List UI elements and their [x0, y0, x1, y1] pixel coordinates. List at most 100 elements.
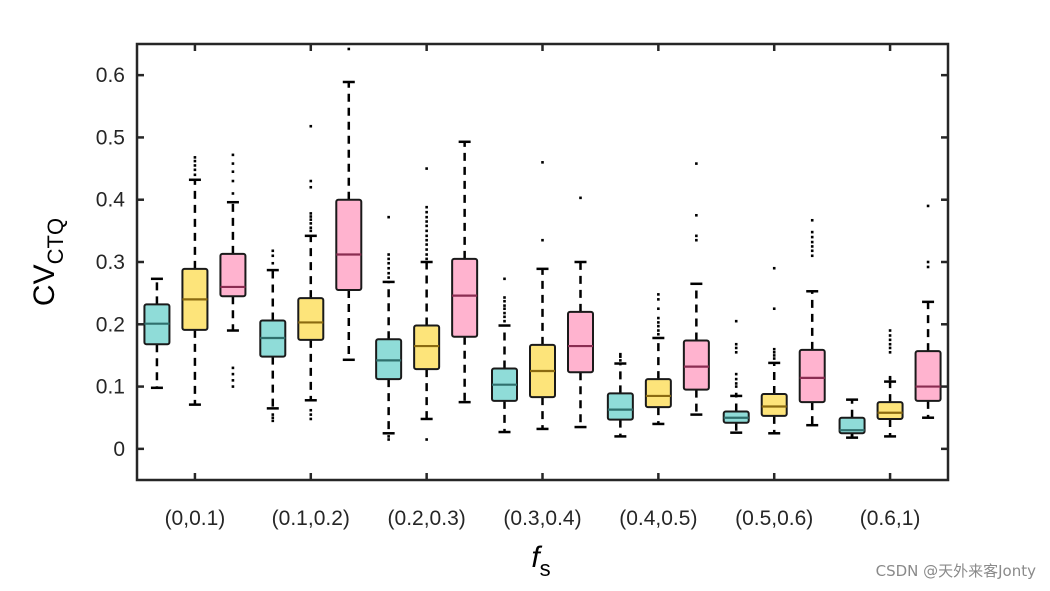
outlier-point [657, 332, 660, 336]
outlier-point [309, 222, 313, 225]
box-group [722, 319, 750, 434]
y-tick-label: 0.3 [96, 251, 125, 274]
outlier-point [387, 271, 390, 275]
outlier-point [888, 342, 892, 346]
box-iqr [451, 257, 479, 338]
y-tick-label: 0.6 [96, 64, 125, 87]
outlier-point [850, 433, 854, 437]
outlier-point [541, 238, 544, 242]
outlier-point [309, 212, 313, 215]
box-iqr [606, 392, 634, 421]
outlier-point [810, 245, 814, 248]
outlier-point [425, 243, 428, 246]
outlier-point [425, 205, 428, 209]
x-axis: (0,0.1) (0.1,0.2) (0.2,0.3) (0.3,0.4) (0.4,0… [165, 44, 921, 530]
outlier-point [503, 307, 506, 311]
outlier-point [425, 167, 428, 170]
outlier-point [772, 266, 776, 270]
outlier-point [695, 162, 698, 165]
outlier-point [695, 213, 698, 217]
outlier-point [425, 234, 428, 238]
outlier-point [734, 372, 738, 376]
x-tick-label: (0.4,0.5) [619, 507, 697, 530]
box-iqr [914, 350, 942, 402]
outlier-point [734, 382, 738, 385]
plot-marks [143, 47, 942, 441]
box-group [335, 47, 363, 362]
y-tick-label: 0.1 [96, 376, 125, 399]
outlier-point [657, 293, 660, 296]
outlier-point [772, 307, 776, 311]
outlier-point [888, 377, 892, 381]
x-tick-label: (0,0.1) [165, 507, 226, 530]
box-iqr [682, 339, 710, 391]
outlier-point [657, 316, 660, 320]
outlier-point [231, 379, 235, 382]
box-iqr [375, 338, 403, 381]
outlier-point [193, 156, 197, 159]
x-axis-title: fs [531, 541, 550, 581]
outlier-point [271, 416, 275, 420]
box-group [413, 167, 441, 441]
outlier-point [657, 321, 660, 324]
y-tick-label: 0.5 [96, 126, 125, 149]
outlier-point [309, 413, 313, 416]
outlier-point [425, 210, 428, 214]
box-group [181, 156, 209, 406]
box-iqr [567, 310, 594, 374]
box-group [529, 161, 556, 431]
box-iqr [335, 198, 363, 292]
box-group [297, 124, 325, 421]
box-group [451, 140, 479, 404]
box-group [219, 153, 247, 388]
box-iqr [413, 324, 441, 371]
outlier-point [309, 179, 313, 183]
outlier-point [734, 392, 738, 396]
outlier-point [810, 249, 814, 253]
x-tick-label: (0.1,0.2) [272, 507, 350, 530]
box-group [682, 162, 710, 416]
y-axis-title: CVCTQ [28, 218, 68, 306]
outlier-point [387, 435, 390, 438]
outlier-point [387, 438, 390, 441]
outlier-point [271, 254, 275, 258]
outlier-point [271, 419, 275, 423]
box-group [375, 215, 403, 441]
box-iqr [760, 393, 788, 417]
outlier-point [619, 359, 622, 362]
outlier-point [425, 253, 428, 256]
watermark-text: CSDN @天外来客Jonty [875, 562, 1036, 580]
outlier-point [271, 261, 275, 265]
outlier-point [231, 192, 235, 195]
outlier-point [193, 168, 197, 172]
outlier-point [734, 351, 738, 354]
outlier-point [425, 224, 428, 228]
y-tick-label: 0 [113, 438, 125, 461]
outlier-point [193, 159, 197, 163]
outlier-point [193, 173, 197, 177]
box-iqr [297, 297, 325, 341]
outlier-point [888, 334, 892, 337]
outlier-point [810, 218, 814, 222]
outlier-point [271, 413, 275, 416]
outlier-point [231, 162, 235, 165]
outlier-point [810, 254, 814, 258]
y-tick-label: 0.2 [96, 313, 125, 336]
outlier-point [309, 215, 313, 218]
outlier-point [657, 329, 660, 332]
outlier-point [387, 266, 390, 270]
outlier-point [926, 204, 930, 208]
box-group [914, 204, 942, 419]
outlier-point [657, 307, 660, 311]
outlier-point [695, 238, 698, 242]
outlier-point [271, 249, 275, 253]
y-tick-label: 0.4 [96, 189, 126, 212]
outlier-point [231, 153, 235, 157]
outlier-point [503, 311, 506, 315]
outlier-point [734, 342, 738, 346]
outlier-point [387, 276, 390, 279]
x-tick-label: (0.6,1) [860, 507, 921, 530]
outlier-point [347, 47, 351, 51]
outlier-point [425, 438, 428, 441]
outlier-point [657, 298, 660, 301]
